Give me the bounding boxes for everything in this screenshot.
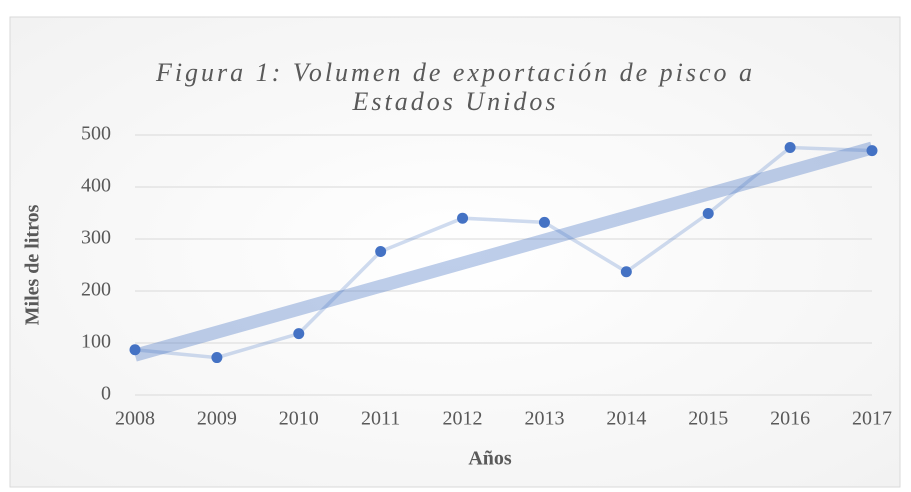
data-point: [866, 145, 878, 157]
x-axis-label: Años: [468, 448, 512, 470]
data-point: [702, 208, 714, 220]
data-point: [538, 216, 550, 228]
trendline: [133, 141, 874, 362]
data-point: [375, 245, 387, 257]
x-tick-label: 2010: [279, 408, 319, 430]
series-line: [134, 145, 873, 360]
y-tick-label: 400: [81, 175, 111, 197]
x-tick-label: 2016: [770, 408, 810, 430]
x-tick-label: 2015: [688, 408, 728, 430]
data-point: [211, 352, 223, 364]
x-tick-label: 2014: [606, 408, 646, 430]
data-point: [620, 266, 632, 278]
data-point: [293, 328, 305, 340]
y-tick-label: 200: [81, 279, 111, 301]
x-tick-label: 2012: [443, 408, 483, 430]
x-tick-label: 2011: [361, 408, 400, 430]
x-tick-label: 2008: [115, 408, 155, 430]
y-tick-label: 0: [101, 383, 111, 405]
y-axis-label: Miles de litros: [22, 204, 44, 325]
chart-title: Figura 1: Volumen de exportación de pisc…: [155, 58, 756, 116]
data-point: [784, 141, 796, 153]
x-tick-label: 2009: [197, 408, 237, 430]
x-tick-label: 2017: [852, 408, 892, 430]
chart-frame: [9, 16, 901, 488]
y-tick-label: 100: [81, 331, 111, 353]
y-tick-label: 500: [81, 123, 111, 145]
data-point: [457, 212, 469, 224]
y-tick-label: 300: [81, 227, 111, 249]
x-tick-label: 2013: [524, 408, 564, 430]
data-point: [129, 344, 141, 356]
